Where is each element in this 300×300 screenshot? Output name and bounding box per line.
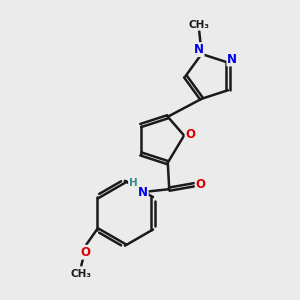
Text: N: N <box>194 43 204 56</box>
Text: CH₃: CH₃ <box>189 20 210 29</box>
Text: N: N <box>227 52 237 65</box>
Text: O: O <box>196 178 206 191</box>
Text: O: O <box>186 128 196 140</box>
Text: CH₃: CH₃ <box>71 269 92 279</box>
Text: N: N <box>138 186 148 199</box>
Text: H: H <box>129 178 138 188</box>
Text: O: O <box>80 246 90 259</box>
